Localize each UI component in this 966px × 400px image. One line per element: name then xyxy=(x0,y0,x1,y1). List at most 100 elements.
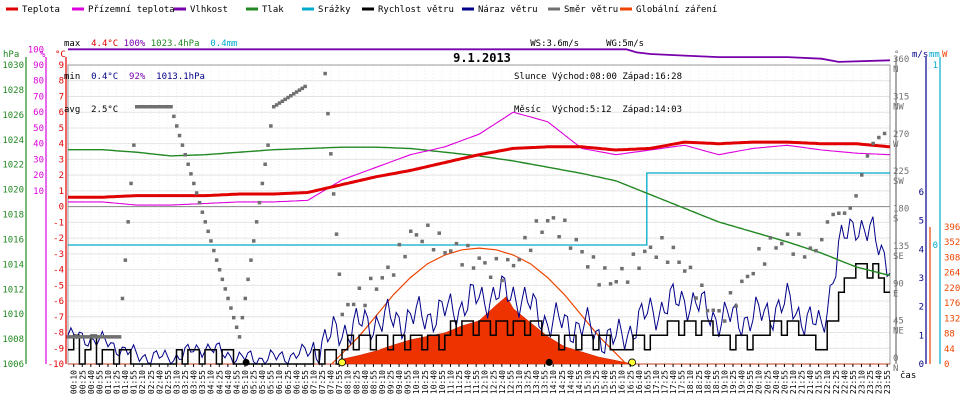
tick-label-percent: 80 xyxy=(33,77,44,87)
x-tick-label: 23:10 xyxy=(858,370,867,394)
direction-point xyxy=(331,192,336,196)
wind-speed-stat: WS:3.6m/s xyxy=(530,39,580,49)
direction-point xyxy=(297,88,302,92)
direction-point xyxy=(871,141,875,146)
x-tick-label: 06:25 xyxy=(284,370,293,394)
direction-point xyxy=(534,219,539,223)
direction-point xyxy=(123,258,128,262)
direction-point xyxy=(92,335,96,339)
x-tick-label: 02:55 xyxy=(164,370,173,394)
x-tick-label: 17:10 xyxy=(652,370,661,394)
direction-point xyxy=(717,309,721,313)
direction-point xyxy=(252,239,256,243)
direction-point xyxy=(471,266,476,270)
x-tick-label: 00:55 xyxy=(95,370,104,394)
direction-point xyxy=(172,114,176,119)
max-pressure: 1023.4hPa xyxy=(150,39,200,49)
tick-label-hpa: 1028 xyxy=(2,86,24,96)
direction-point xyxy=(234,325,239,329)
tick-label-direction-name: SW xyxy=(893,177,904,187)
sun-label: Slunce xyxy=(514,72,547,82)
direction-point xyxy=(177,133,182,138)
direction-point xyxy=(586,265,590,269)
x-tick-label: 20:10 xyxy=(755,370,764,394)
direction-point xyxy=(72,335,76,339)
x-tick-label: 02:10 xyxy=(138,370,147,394)
x-tick-label: 14:40 xyxy=(566,370,575,394)
direction-point xyxy=(120,296,125,301)
direction-point xyxy=(808,246,813,250)
direction-point xyxy=(711,308,715,312)
direction-point xyxy=(643,249,647,254)
x-tick-label: 07:55 xyxy=(335,370,344,394)
x-tick-label: 08:40 xyxy=(361,370,370,394)
direction-point xyxy=(140,105,145,109)
sun-set: Západ:16:28 xyxy=(622,72,682,82)
x-tick-label: 13:55 xyxy=(541,370,550,394)
direction-point xyxy=(768,236,773,240)
x-tick-label: 09:10 xyxy=(378,370,387,394)
legend-entry: Vlhkost xyxy=(190,5,228,15)
x-tick-label: 18:10 xyxy=(686,370,695,394)
direction-point xyxy=(426,223,430,227)
tick-label-direction: 360 xyxy=(893,55,909,65)
tick-label-celsius: -6 xyxy=(53,297,64,307)
tick-label-hpa: 1016 xyxy=(2,235,24,245)
x-tick-label: 09:25 xyxy=(387,370,396,394)
min-label: min xyxy=(64,72,81,82)
tick-label-ms: 0 xyxy=(919,360,924,370)
x-tick-label: 03:55 xyxy=(198,370,207,394)
direction-point xyxy=(326,111,330,116)
direction-point xyxy=(740,279,744,284)
legend: Teplota Přízemní teplota Vlhkost Tlak Srážky… xyxy=(6,5,717,15)
x-tick-label: 14:10 xyxy=(549,370,558,394)
direction-point xyxy=(865,154,870,158)
direction-point xyxy=(115,335,119,339)
tick-label-direction-name: NE xyxy=(893,327,904,337)
direction-point xyxy=(528,248,533,253)
tick-label-celsius: 6 xyxy=(59,108,64,118)
direction-point xyxy=(277,101,282,105)
direction-point xyxy=(135,105,139,109)
x-tick-label: 20:55 xyxy=(780,370,789,394)
direction-point xyxy=(203,220,207,224)
direction-point xyxy=(597,283,601,287)
x-tick-label: 09:55 xyxy=(404,370,413,394)
axis-label-percent: % xyxy=(40,50,46,60)
tick-label-celsius: -8 xyxy=(53,329,64,339)
direction-point xyxy=(132,143,136,147)
x-tick-label: 10:40 xyxy=(429,370,438,394)
x-tick-label: 04:25 xyxy=(215,370,224,394)
x-tick-label: 13:10 xyxy=(515,370,524,394)
tick-label-watt: 132 xyxy=(944,314,960,324)
tick-label-percent: 90 xyxy=(33,61,44,71)
direction-point xyxy=(546,219,550,223)
direction-point xyxy=(249,258,253,262)
x-tick-label: 11:25 xyxy=(455,370,464,394)
avg-label: avg xyxy=(64,105,81,115)
moonset-marker xyxy=(545,358,553,366)
x-tick-label: 05:55 xyxy=(267,370,276,394)
tick-label-celsius: 9 xyxy=(59,61,64,71)
x-axis-label: čas xyxy=(900,370,916,381)
x-tick-label: 17:55 xyxy=(678,370,687,394)
tick-label-hpa: 1022 xyxy=(2,161,24,171)
direction-point xyxy=(694,296,698,300)
direction-point xyxy=(825,220,830,224)
tick-label-watt: 220 xyxy=(944,284,960,294)
tick-label-celsius: 1 xyxy=(59,187,64,197)
tick-label-watt: 176 xyxy=(944,299,960,309)
direction-point xyxy=(665,260,670,264)
direction-point xyxy=(854,194,858,198)
direction-point xyxy=(155,105,159,109)
x-tick-label: 23:55 xyxy=(883,370,892,394)
direction-point xyxy=(437,231,441,235)
max-label: max xyxy=(64,39,81,49)
direction-point xyxy=(280,99,285,103)
x-tick-label: 15:40 xyxy=(601,370,610,394)
direction-point xyxy=(223,287,227,291)
tick-label-ms: 4 xyxy=(919,245,924,255)
tick-label-hpa: 1010 xyxy=(2,310,24,320)
direction-point xyxy=(494,256,499,261)
tick-label-percent: 50 xyxy=(33,124,44,134)
